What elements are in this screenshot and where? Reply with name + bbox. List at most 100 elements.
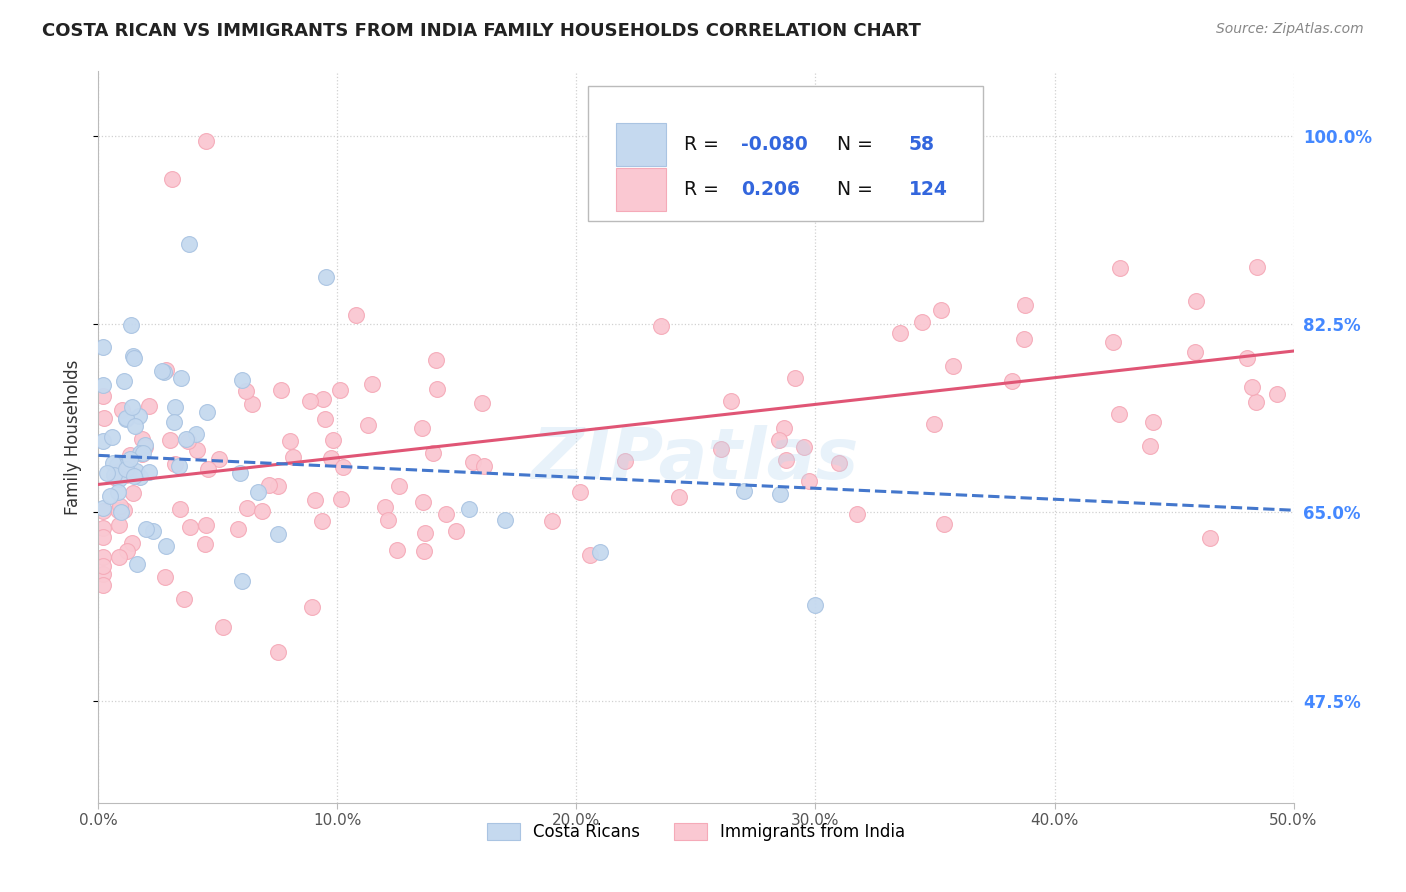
Point — [111, 402, 134, 417]
Point — [193, 537, 215, 551]
Point — [107, 472, 129, 486]
Point — [733, 484, 755, 499]
Point — [768, 433, 790, 447]
Point — [165, 401, 187, 415]
Point — [270, 383, 292, 397]
Point — [101, 430, 124, 444]
Point — [1184, 344, 1206, 359]
Point — [304, 493, 326, 508]
Point — [650, 319, 672, 334]
Point — [710, 442, 733, 456]
Point — [93, 530, 115, 544]
Point — [173, 592, 195, 607]
Point — [120, 452, 142, 467]
Point — [177, 434, 200, 449]
Point — [259, 477, 281, 491]
Point — [160, 172, 183, 186]
Point — [91, 340, 114, 354]
Point — [142, 524, 165, 538]
Point — [828, 456, 851, 470]
Point — [385, 542, 408, 557]
Point — [668, 490, 690, 504]
Point — [212, 620, 235, 634]
Point — [120, 318, 142, 332]
Point — [231, 373, 253, 387]
Point — [170, 370, 193, 384]
Point — [96, 466, 118, 480]
Point — [1014, 298, 1036, 312]
Point — [361, 377, 384, 392]
Point — [101, 456, 124, 470]
Point — [471, 396, 494, 410]
Point — [374, 500, 396, 514]
Point — [332, 460, 354, 475]
Point — [312, 392, 335, 406]
Point — [344, 308, 367, 322]
Point — [107, 517, 129, 532]
Point — [105, 458, 128, 472]
Point — [153, 570, 176, 584]
Point — [250, 504, 273, 518]
Point — [235, 384, 257, 398]
Point — [155, 362, 177, 376]
Point — [942, 359, 965, 373]
Point — [314, 411, 336, 425]
Point — [1199, 532, 1222, 546]
Point — [152, 364, 174, 378]
Point — [98, 489, 121, 503]
Point — [103, 467, 125, 482]
Point — [131, 447, 153, 461]
Point — [115, 462, 138, 476]
Point — [174, 432, 197, 446]
Point — [267, 478, 290, 492]
Point — [115, 457, 138, 471]
Point — [720, 394, 742, 409]
Point — [177, 237, 200, 252]
Point — [426, 382, 449, 396]
Text: 58: 58 — [908, 136, 935, 154]
Point — [1244, 395, 1267, 409]
Point — [134, 438, 156, 452]
Point — [775, 452, 797, 467]
Point — [128, 409, 150, 423]
Point — [472, 458, 495, 473]
FancyBboxPatch shape — [589, 86, 983, 221]
Point — [959, 187, 981, 202]
Point — [1001, 374, 1024, 388]
Point — [773, 421, 796, 435]
Point — [329, 384, 352, 398]
Point — [115, 544, 138, 558]
Point — [115, 467, 138, 482]
Text: Source: ZipAtlas.com: Source: ZipAtlas.com — [1216, 22, 1364, 37]
Point — [124, 351, 146, 365]
Point — [1241, 380, 1264, 394]
Point — [911, 315, 934, 329]
Point — [114, 412, 136, 426]
Point — [194, 518, 217, 533]
Point — [112, 502, 135, 516]
Point — [163, 415, 186, 429]
Point — [1109, 260, 1132, 275]
Point — [120, 448, 142, 462]
Y-axis label: Family Households: Family Households — [65, 359, 83, 515]
Point — [226, 522, 249, 536]
Point — [889, 326, 911, 341]
Point — [131, 432, 153, 446]
Point — [444, 524, 467, 538]
Bar — [616, 169, 666, 211]
Point — [121, 485, 143, 500]
Point — [155, 540, 177, 554]
Point — [107, 502, 129, 516]
Point — [91, 434, 114, 448]
Point — [240, 397, 263, 411]
Point — [118, 464, 141, 478]
Text: -0.080: -0.080 — [741, 136, 808, 154]
Point — [107, 485, 129, 500]
Point — [124, 469, 146, 483]
Point — [125, 464, 148, 478]
Point — [422, 446, 444, 460]
Point — [124, 419, 146, 434]
Point — [163, 457, 186, 471]
Text: N =: N = — [825, 180, 879, 199]
Point — [236, 500, 259, 515]
